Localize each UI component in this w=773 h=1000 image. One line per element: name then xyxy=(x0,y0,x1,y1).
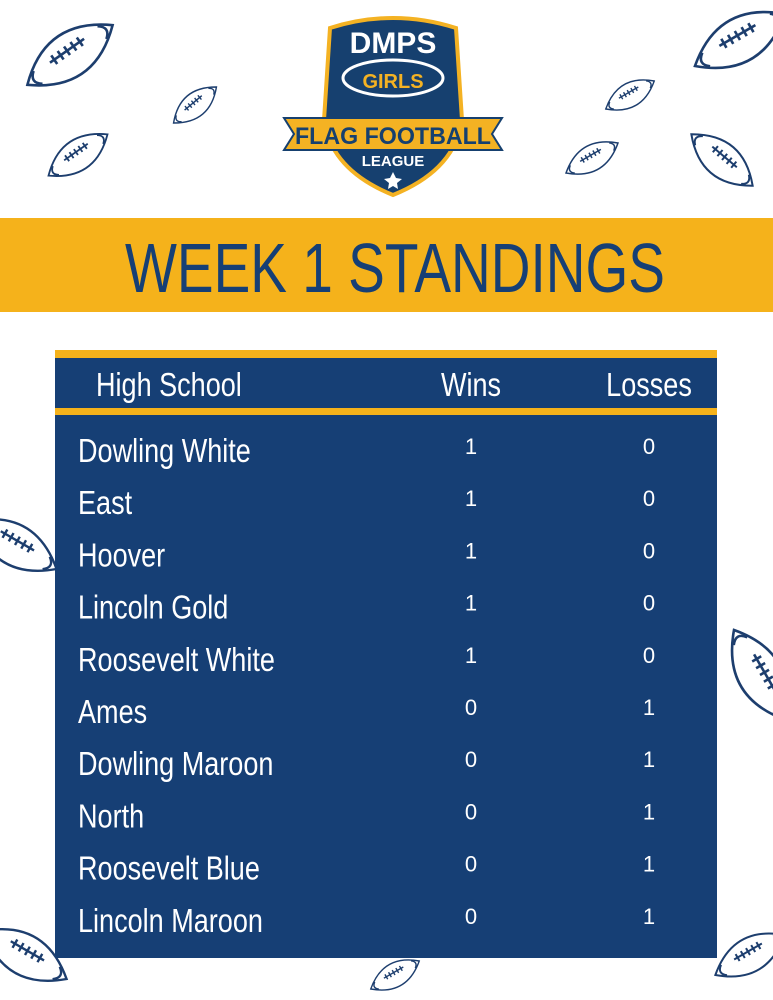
table: High School Wins Losses Dowling White 1 0 East… xyxy=(78,368,692,940)
ribbon xyxy=(282,117,504,151)
school-name-cell: Hoover xyxy=(78,538,165,574)
wins: 1 xyxy=(465,486,477,511)
football xyxy=(558,131,626,185)
wins: 0 xyxy=(465,747,477,772)
football xyxy=(165,77,225,133)
football xyxy=(713,617,773,733)
losses: 0 xyxy=(643,591,655,616)
table-top-rule xyxy=(55,350,717,358)
school-name: Hoover xyxy=(78,538,165,574)
school-name-cell: Dowling White xyxy=(78,434,251,470)
school-name: Ames xyxy=(78,695,147,731)
losses: 0 xyxy=(643,486,655,511)
table-panel xyxy=(55,350,717,958)
school-name: Lincoln Maroon xyxy=(78,903,263,939)
wins: 0 xyxy=(465,904,477,929)
wins: 0 xyxy=(465,695,477,720)
football xyxy=(38,120,118,190)
title-band xyxy=(0,218,773,312)
school-name-cell: Dowling Maroon xyxy=(78,747,273,783)
school-name-cell: Roosevelt White xyxy=(78,642,275,678)
wins: 0 xyxy=(465,799,477,824)
losses: 0 xyxy=(643,434,655,459)
wins: 1 xyxy=(465,538,477,563)
star xyxy=(384,172,402,189)
title: WEEK 1 STANDINGS xyxy=(125,229,665,307)
school-name: Roosevelt Blue xyxy=(78,851,260,887)
column-header: Wins xyxy=(441,368,501,404)
football xyxy=(599,69,661,121)
column-header-cell: High School xyxy=(96,368,242,404)
logo: DMPS GIRLS FLAG FOOTBALL LEAGUE xyxy=(282,16,504,198)
school-name: Dowling White xyxy=(78,434,251,470)
losses: 1 xyxy=(643,747,655,772)
logo-text: FLAG FOOTBALL xyxy=(295,123,491,150)
column-header-cell: Wins xyxy=(441,368,501,404)
ball-outline xyxy=(341,58,445,98)
school-name-cell: Roosevelt Blue xyxy=(78,851,260,887)
school-name: North xyxy=(78,799,144,835)
football xyxy=(682,0,773,87)
wins: 0 xyxy=(465,852,477,877)
school-name: Lincoln Gold xyxy=(78,590,228,626)
column-header-cell: Losses xyxy=(606,368,692,404)
school-name-cell: East xyxy=(78,486,133,522)
losses: 0 xyxy=(643,643,655,668)
wins: 1 xyxy=(465,591,477,616)
wins: 1 xyxy=(465,643,477,668)
school-name-cell: North xyxy=(78,799,144,835)
school-name-cell: Lincoln Maroon xyxy=(78,903,263,939)
losses: 0 xyxy=(643,538,655,563)
school-name: Dowling Maroon xyxy=(78,747,273,783)
header-rule xyxy=(55,408,717,415)
football xyxy=(679,120,765,200)
logo-text: DMPS xyxy=(350,27,437,60)
column-header: High School xyxy=(96,368,242,404)
column-header: Losses xyxy=(606,368,692,404)
losses: 1 xyxy=(643,695,655,720)
football xyxy=(13,5,127,105)
losses: 1 xyxy=(643,904,655,929)
logo-text: GIRLS xyxy=(362,71,423,93)
school-name-cell: Lincoln Gold xyxy=(78,590,228,626)
school-name: East xyxy=(78,486,133,522)
school-name-cell: Ames xyxy=(78,695,147,731)
losses: 1 xyxy=(643,799,655,824)
logo-text: LEAGUE xyxy=(362,153,425,170)
wins: 1 xyxy=(465,434,477,459)
losses: 1 xyxy=(643,852,655,877)
school-name: Roosevelt White xyxy=(78,642,275,678)
